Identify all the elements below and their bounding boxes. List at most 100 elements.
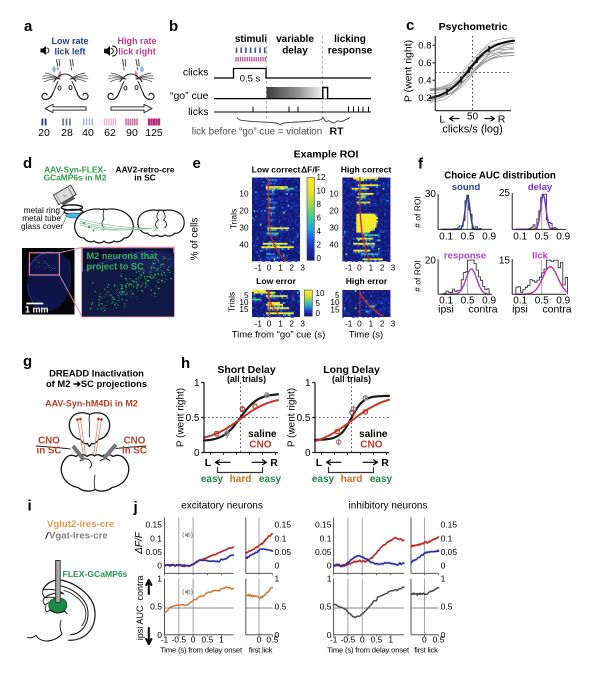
svg-text:L: L (205, 457, 212, 469)
svg-text:3: 3 (391, 263, 396, 272)
svg-text:0.1: 0.1 (439, 296, 453, 307)
svg-text:0.9: 0.9 (556, 232, 570, 243)
svg-text:easy: easy (312, 474, 335, 485)
svg-text:High error: High error (346, 276, 388, 286)
svg-text:0.1: 0.1 (320, 533, 332, 543)
svg-text:j: j (133, 499, 138, 516)
svg-text:0.15: 0.15 (441, 520, 458, 530)
svg-text:contra: contra (468, 304, 497, 316)
svg-text:-0.5: -0.5 (171, 635, 186, 645)
svg-text:L: L (316, 457, 323, 469)
svg-text:0.15: 0.15 (145, 520, 162, 530)
svg-text:10: 10 (317, 187, 326, 196)
svg-text:R: R (381, 457, 389, 469)
svg-text:GCaMP6s in M2: GCaMP6s in M2 (44, 173, 107, 183)
svg-text:0: 0 (194, 448, 200, 459)
svg-text:-1: -1 (330, 635, 338, 645)
svg-text:0.1: 0.1 (275, 533, 287, 543)
svg-text:0.5: 0.5 (186, 413, 200, 424)
svg-text:0.5: 0.5 (371, 635, 383, 645)
svg-text:0.5: 0.5 (441, 602, 453, 612)
svg-text:“go” cue: “go” cue (170, 90, 209, 102)
svg-text:hard: hard (341, 474, 363, 485)
svg-text:R: R (498, 114, 506, 126)
svg-text:2: 2 (317, 240, 322, 249)
svg-text:5: 5 (335, 291, 340, 300)
svg-text:5: 5 (244, 291, 249, 300)
svg-text:20: 20 (425, 256, 437, 267)
svg-text:-1: -1 (161, 635, 169, 645)
svg-text:0.9: 0.9 (482, 232, 496, 243)
svg-text:30: 30 (425, 189, 437, 200)
svg-text:0.5 s: 0.5 s (240, 74, 261, 85)
svg-text:-1: -1 (345, 319, 353, 328)
svg-text:lick before “go” cue = violati: lick before “go” cue = violation (192, 127, 322, 138)
svg-text:5: 5 (316, 299, 321, 308)
svg-text:excitatory neurons: excitatory neurons (181, 501, 263, 512)
svg-text:h: h (181, 355, 190, 372)
svg-text:easy: easy (201, 474, 224, 485)
svg-text:0.4: 0.4 (418, 76, 431, 87)
svg-text:CNO: CNO (249, 440, 271, 451)
svg-text:0.6: 0.6 (418, 58, 431, 69)
svg-text:0.1: 0.1 (150, 533, 162, 543)
svg-text:0: 0 (441, 630, 446, 640)
svg-text:2: 2 (289, 319, 294, 328)
svg-text:0: 0 (257, 635, 262, 645)
svg-text:variable: variable (276, 34, 314, 45)
svg-text:20: 20 (38, 127, 50, 139)
svg-text:FLEX-GCaMP6s: FLEX-GCaMP6s (63, 569, 128, 579)
svg-text:125: 125 (145, 127, 163, 139)
svg-text:M2 neurons that: M2 neurons that (87, 251, 158, 261)
svg-text:Low error: Low error (256, 276, 296, 286)
svg-text:0.9: 0.9 (556, 296, 570, 307)
svg-text:30: 30 (239, 223, 249, 232)
svg-text:P (went right): P (went right) (403, 40, 415, 102)
svg-text:0: 0 (157, 561, 162, 571)
svg-text:0.5: 0.5 (320, 602, 332, 612)
svg-text:i: i (28, 498, 32, 515)
svg-text:1: 1 (305, 378, 311, 389)
svg-text:Low rate: Low rate (51, 36, 88, 46)
svg-text:licking: licking (334, 34, 366, 45)
svg-text:lick right: lick right (118, 47, 156, 57)
svg-text:25: 25 (499, 188, 511, 199)
svg-text:0.5: 0.5 (201, 635, 213, 645)
svg-text:0.5: 0.5 (297, 413, 311, 424)
svg-text:hard: hard (230, 474, 252, 485)
svg-text:a: a (24, 18, 33, 35)
svg-text:metal ring: metal ring (24, 205, 61, 215)
svg-text:1 mm: 1 mm (25, 305, 49, 315)
svg-text:delay: delay (282, 46, 308, 57)
svg-text:0.5: 0.5 (461, 232, 475, 243)
svg-text:0: 0 (327, 630, 332, 640)
svg-text:ΔF/F: ΔF/F (134, 531, 145, 555)
svg-text:0.05: 0.05 (315, 547, 332, 557)
svg-text:AAV-Syn-FLEX-: AAV-Syn-FLEX- (44, 165, 106, 175)
svg-text:easy: easy (259, 474, 282, 485)
svg-text:Psychometric: Psychometric (439, 21, 508, 33)
svg-text:lick: lick (532, 251, 549, 262)
svg-text:2: 2 (380, 319, 385, 328)
svg-text:first lick: first lick (414, 646, 438, 655)
svg-text:clicks: clicks (183, 67, 209, 79)
svg-text:15: 15 (499, 256, 511, 267)
svg-text:0: 0 (441, 561, 446, 571)
svg-text:0: 0 (305, 448, 311, 459)
svg-text:0.05: 0.05 (275, 547, 292, 557)
svg-text:1: 1 (278, 319, 283, 328)
svg-text:1: 1 (157, 573, 162, 583)
svg-text:10: 10 (329, 189, 339, 198)
svg-text:saline: saline (359, 429, 388, 440)
svg-text:1: 1 (194, 378, 200, 389)
svg-text:0: 0 (327, 561, 332, 571)
svg-text:1: 1 (388, 635, 393, 645)
svg-text:c: c (406, 17, 414, 34)
svg-text:-1: -1 (255, 263, 263, 272)
svg-text:Long Delay: Long Delay (323, 364, 380, 376)
svg-text:0.5: 0.5 (266, 635, 278, 645)
svg-text:CNO: CNO (360, 440, 382, 451)
svg-text:High rate: High rate (117, 36, 156, 46)
svg-text:Time (s): Time (s) (349, 330, 383, 341)
svg-text:ipsi: ipsi (512, 304, 528, 316)
